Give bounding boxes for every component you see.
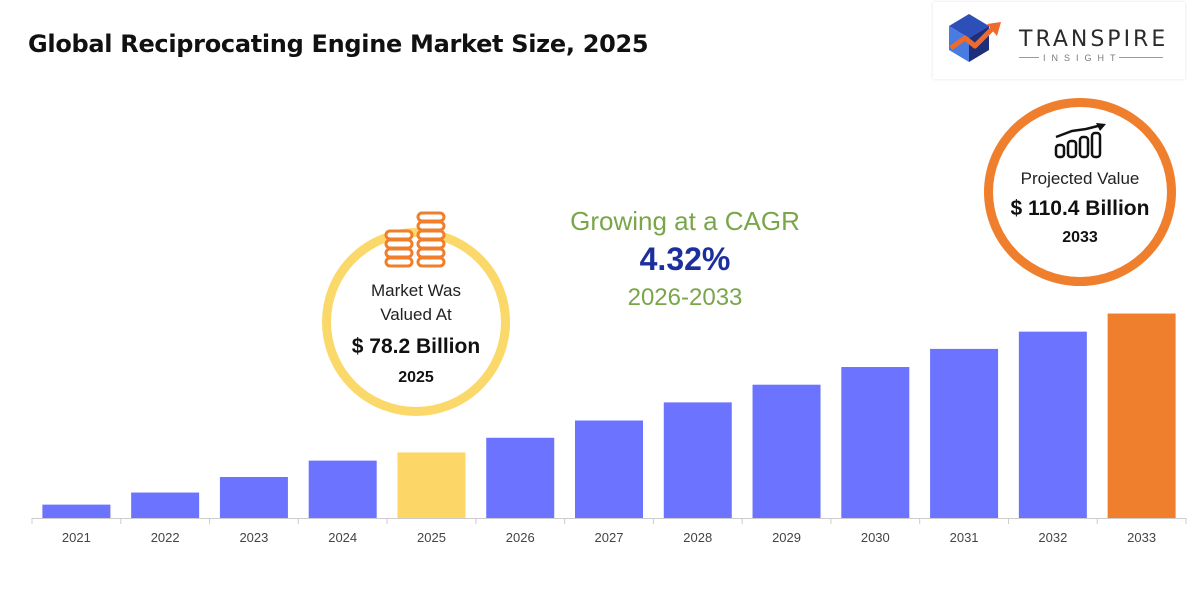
- bar-2023: [219, 477, 288, 518]
- logo-divider: [1119, 57, 1163, 58]
- bar-2030: [841, 367, 910, 518]
- logo-name: TRANSPIRE: [1019, 27, 1169, 52]
- bar-2029: [752, 384, 821, 518]
- x-tick-label-2023: 2023: [239, 530, 268, 545]
- cagr-panel: Growing at a CAGR 4.32% 2026-2033: [540, 206, 830, 312]
- x-tick-label-2033: 2033: [1127, 530, 1156, 545]
- callout-label-line2: Valued At: [380, 305, 452, 324]
- bar-2032: [1018, 331, 1087, 518]
- x-tick-label-2030: 2030: [861, 530, 890, 545]
- coin-stack-icon: [384, 211, 446, 268]
- page-title: Global Reciprocating Engine Market Size,…: [28, 30, 649, 58]
- x-tick-label-2032: 2032: [1038, 530, 1067, 545]
- callout-year: 2033: [1062, 229, 1098, 246]
- bar-2021: [42, 504, 111, 518]
- x-tick-label-2022: 2022: [151, 530, 180, 545]
- brand-logo: TRANSPIRE INSIGHT: [933, 2, 1185, 79]
- projected-value-2033-callout: Projected Value $ 110.4 Billion 2033: [984, 98, 1176, 286]
- x-tick-label-2024: 2024: [328, 530, 357, 545]
- cagr-period: 2026-2033: [627, 284, 743, 311]
- cagr-label: Growing at a CAGR: [570, 206, 800, 236]
- growth-chart-icon: [1054, 123, 1106, 159]
- callout-value: $ 78.2 Billion: [351, 335, 481, 358]
- bar-2024: [308, 460, 377, 518]
- callout-label: Projected Value: [1020, 169, 1140, 188]
- x-tick-label-2027: 2027: [595, 530, 624, 545]
- market-value-2025-callout: Market Was Valued At $ 78.2 Billion 2025: [322, 228, 510, 416]
- x-tick-label-2028: 2028: [683, 530, 712, 545]
- callout-year: 2025: [398, 369, 434, 386]
- x-tick-label-2026: 2026: [506, 530, 535, 545]
- callout-value: $ 110.4 Billion: [1010, 197, 1150, 220]
- logo-tagline: INSIGHT: [1043, 53, 1122, 63]
- bar-2027: [575, 420, 643, 518]
- x-tick-label-2031: 2031: [950, 530, 979, 545]
- bar-2026: [486, 437, 555, 518]
- bar-2022: [131, 492, 200, 518]
- callout-label-line1: Market Was: [370, 281, 462, 300]
- x-tick-label-2029: 2029: [772, 530, 801, 545]
- x-tick-label-2025: 2025: [417, 530, 446, 545]
- logo-mark-icon: [949, 14, 1001, 62]
- cagr-value: 4.32%: [639, 241, 731, 277]
- bar-2025: [397, 452, 466, 518]
- logo-divider: [1019, 57, 1039, 58]
- bar-2028: [663, 402, 732, 518]
- bar-2031: [930, 348, 999, 518]
- bar-2033: [1107, 313, 1176, 518]
- x-tick-label-2021: 2021: [62, 530, 91, 545]
